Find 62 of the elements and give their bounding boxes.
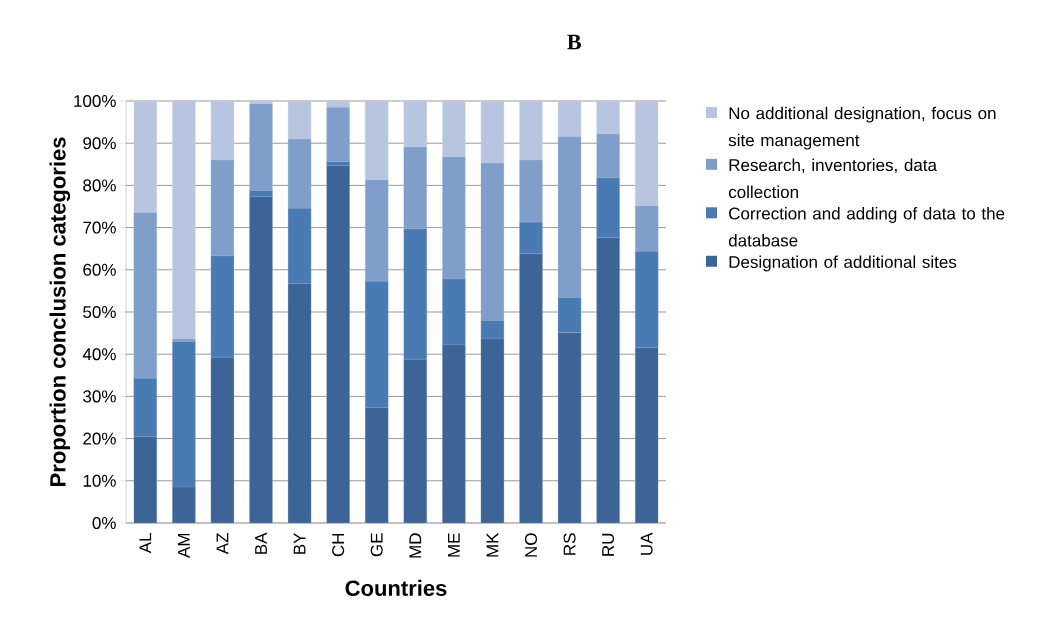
legend-label: Correction and adding of data to the database — [728, 207, 1005, 247]
legend-label: Designation of additional sites — [729, 255, 957, 272]
bar — [557, 297, 582, 333]
bar — [249, 103, 273, 191]
y-tick-label: 10% — [83, 474, 116, 487]
x-tick-label: NO — [524, 533, 538, 557]
y-tick-label: 80% — [83, 179, 116, 192]
legend-label: No additional designation, focus on site management — [728, 106, 996, 150]
bar — [172, 341, 196, 488]
bar — [635, 347, 659, 523]
bar — [365, 407, 389, 523]
x-tick-label: AZ — [216, 533, 229, 555]
bar — [403, 359, 427, 523]
chart-title: B — [567, 34, 581, 50]
bar — [365, 281, 389, 408]
y-tick-label: 30% — [83, 390, 116, 403]
y-tick-label: 40% — [82, 348, 116, 361]
x-tick-label: BY — [293, 532, 306, 554]
bar — [596, 237, 620, 523]
y-tick-label: 60% — [83, 263, 116, 276]
bar — [287, 283, 312, 523]
y-tick-label: 70% — [83, 221, 116, 234]
y-tick-label: 50% — [83, 305, 116, 319]
bar — [557, 332, 582, 523]
bar — [326, 161, 350, 166]
y-tick-label: 20% — [83, 432, 116, 445]
bar — [287, 208, 312, 284]
x-tick-label: BA — [255, 532, 267, 554]
bar — [442, 278, 466, 346]
x-tick-label: MD — [409, 533, 422, 558]
x-tick-label: ME — [448, 533, 460, 557]
bar — [403, 228, 427, 360]
bar — [519, 253, 543, 523]
bar — [249, 190, 273, 197]
y-tick-label: 100% — [74, 94, 116, 108]
bar — [326, 165, 350, 523]
x-tick-label: CH — [332, 533, 345, 557]
bar — [133, 378, 157, 437]
bar — [519, 221, 543, 254]
y-tick-label: 90% — [83, 137, 116, 150]
bar — [442, 344, 466, 523]
x-tick-label: AM — [178, 533, 190, 558]
x-tick-label: RS — [563, 533, 576, 555]
x-axis-title: Countries — [345, 579, 447, 596]
x-tick-label: GE — [370, 533, 383, 557]
y-tick-label: 0% — [92, 516, 116, 530]
bar — [133, 436, 157, 523]
bar — [635, 251, 659, 349]
bar — [210, 255, 235, 358]
x-tick-label: UA — [640, 532, 653, 555]
bar — [596, 177, 620, 238]
y-axis-title: Proportion conclusion categories — [49, 137, 71, 486]
x-tick-label: MK — [486, 532, 499, 557]
bar — [480, 338, 505, 523]
bar — [172, 486, 196, 523]
x-tick-label: RU — [602, 533, 615, 556]
x-tick-label: AL — [139, 533, 152, 554]
bar — [172, 100, 196, 340]
bar — [480, 320, 505, 340]
bar — [210, 356, 235, 523]
bar — [249, 196, 273, 523]
legend-label: Research, inventories, data collection — [728, 158, 937, 199]
